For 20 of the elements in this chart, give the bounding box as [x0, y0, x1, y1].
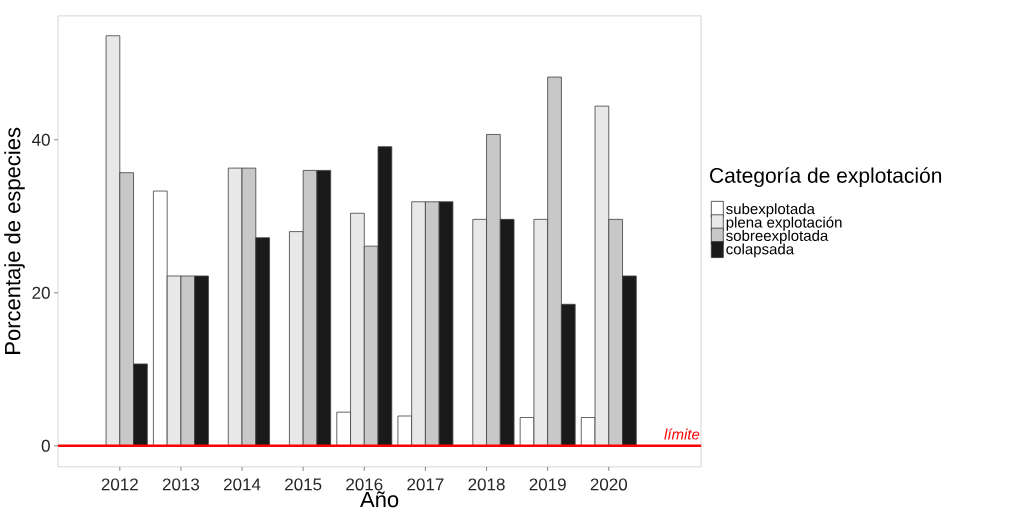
x-tick-label: 2012	[101, 478, 138, 491]
x-axis-title: Año	[360, 491, 399, 508]
x-tick-label: 2019	[529, 478, 566, 491]
legend-label: subexplotada	[726, 203, 815, 218]
x-tick-label: 2020	[590, 478, 628, 491]
legend-label: sobreexplotada	[726, 229, 829, 244]
y-axis-title: Porcentaje de especies	[4, 127, 25, 354]
legend-label: colapsada	[726, 243, 795, 258]
legend-label: plena explotación	[726, 216, 842, 231]
x-tick-label: 2014	[224, 478, 261, 491]
y-tick-label: 0	[41, 439, 50, 452]
x-tick-label: 2016	[346, 478, 383, 491]
ref-line-label: límite	[664, 428, 700, 440]
legend-title: Categoría de explotación	[710, 167, 942, 188]
x-tick-label: 2013	[162, 478, 200, 491]
y-tick-label: 40	[32, 133, 50, 146]
x-tick-label: 2017	[407, 478, 444, 491]
x-tick-label: 2015	[285, 478, 322, 491]
y-tick-label: 20	[32, 286, 50, 299]
x-tick-label: 2018	[468, 478, 505, 491]
